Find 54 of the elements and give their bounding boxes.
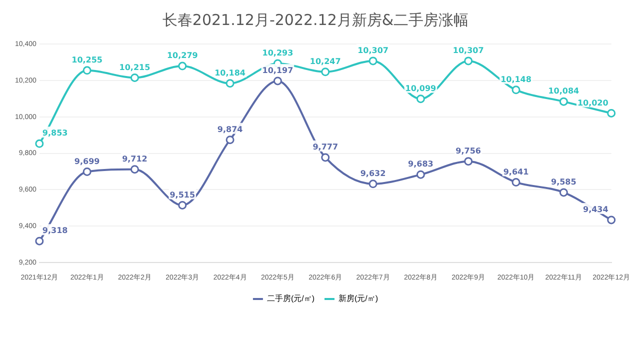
- data-label: 9,712: [122, 154, 148, 164]
- point: [35, 236, 44, 246]
- data-label: 9,632: [360, 168, 386, 178]
- point: [82, 66, 92, 75]
- point: [416, 170, 425, 179]
- point: [464, 56, 473, 66]
- point: [178, 62, 187, 70]
- legend-label: 二手房(元/㎡): [266, 294, 315, 304]
- point: [368, 56, 378, 66]
- point: [35, 139, 44, 148]
- point: [416, 94, 425, 104]
- point: [512, 178, 520, 187]
- point: [273, 76, 282, 86]
- point: [512, 86, 520, 94]
- data-label: 9,515: [170, 190, 196, 200]
- data-label: 10,099: [405, 84, 437, 93]
- point: [82, 167, 92, 176]
- data-label: 10,293: [262, 48, 294, 58]
- data-label: 10,148: [500, 74, 532, 84]
- point: [226, 79, 234, 88]
- point: [321, 153, 330, 162]
- data-label: 10,020: [577, 98, 609, 108]
- point: [607, 108, 616, 118]
- point: [559, 188, 568, 197]
- data-label: 10,084: [548, 86, 580, 96]
- point: [130, 73, 139, 82]
- legend-label: 新房(元/㎡): [338, 294, 378, 304]
- point: [130, 165, 139, 174]
- data-label: 10,307: [358, 46, 388, 56]
- data-label: 10,215: [119, 62, 151, 72]
- data-label: 9,434: [583, 205, 609, 214]
- data-label: 9,874: [217, 124, 244, 134]
- point: [226, 136, 234, 144]
- data-label: 10,255: [72, 55, 103, 64]
- data-label: 9,683: [408, 160, 434, 169]
- point: [368, 180, 378, 188]
- data-label: 9,585: [551, 178, 577, 187]
- data-label: 10,184: [214, 68, 246, 78]
- data-label: 9,641: [503, 167, 530, 176]
- data-label: 10,197: [262, 66, 294, 76]
- data-label: 9,756: [456, 146, 482, 156]
- data-label: 9,777: [312, 142, 338, 152]
- data-label: 10,247: [310, 56, 341, 66]
- point: [178, 200, 187, 210]
- point: [464, 157, 473, 166]
- chart-title: 长春2021.12月-2022.12月新房&二手房涨幅: [162, 10, 469, 29]
- data-label: 10,307: [452, 46, 484, 56]
- point: [559, 97, 568, 106]
- data-label: 9,318: [42, 226, 68, 236]
- point: [607, 216, 616, 224]
- data-label: 9,699: [74, 156, 100, 166]
- data-label: 9,853: [42, 128, 68, 138]
- data-label: 10,279: [166, 51, 198, 60]
- point: [321, 68, 330, 76]
